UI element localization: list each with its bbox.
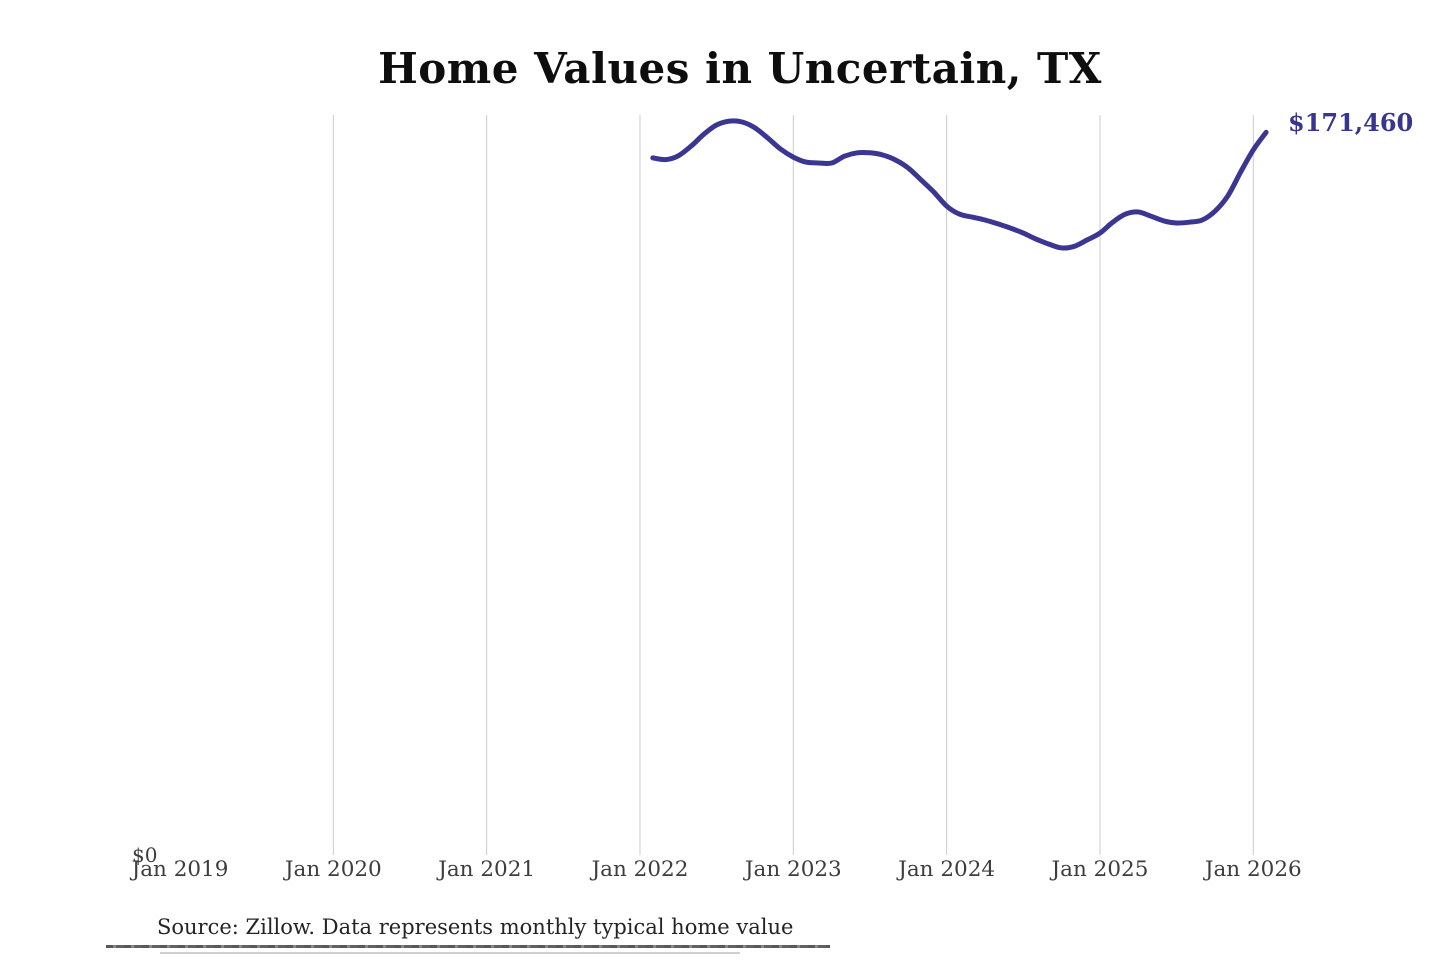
gridline-group bbox=[332, 115, 1254, 855]
chart-title: Home Values in Uncertain, TX bbox=[378, 44, 1102, 93]
end-value-label: $171,460 bbox=[1288, 108, 1414, 137]
x-axis-tick-label: Jan 2019 bbox=[131, 857, 229, 882]
x-axis-tick-label: Jan 2022 bbox=[591, 857, 689, 882]
y-axis-zero-label: $0 bbox=[132, 843, 158, 867]
x-axis-tick-label: Jan 2026 bbox=[1204, 857, 1302, 882]
series-line bbox=[650, 118, 1269, 251]
x-axis-tick-label: Jan 2021 bbox=[438, 857, 536, 882]
source-note: Source: Zillow. Data represents monthly … bbox=[157, 915, 794, 939]
x-axis-tick-label: Jan 2020 bbox=[284, 857, 382, 882]
x-axis-tick-label: Jan 2024 bbox=[898, 857, 996, 882]
clipped-bottom-content-artifact bbox=[106, 945, 830, 948]
x-axis-tick-label: Jan 2025 bbox=[1051, 857, 1149, 882]
clipped-bottom-content-artifact bbox=[160, 952, 740, 954]
x-axis-tick-label: Jan 2023 bbox=[744, 857, 842, 882]
